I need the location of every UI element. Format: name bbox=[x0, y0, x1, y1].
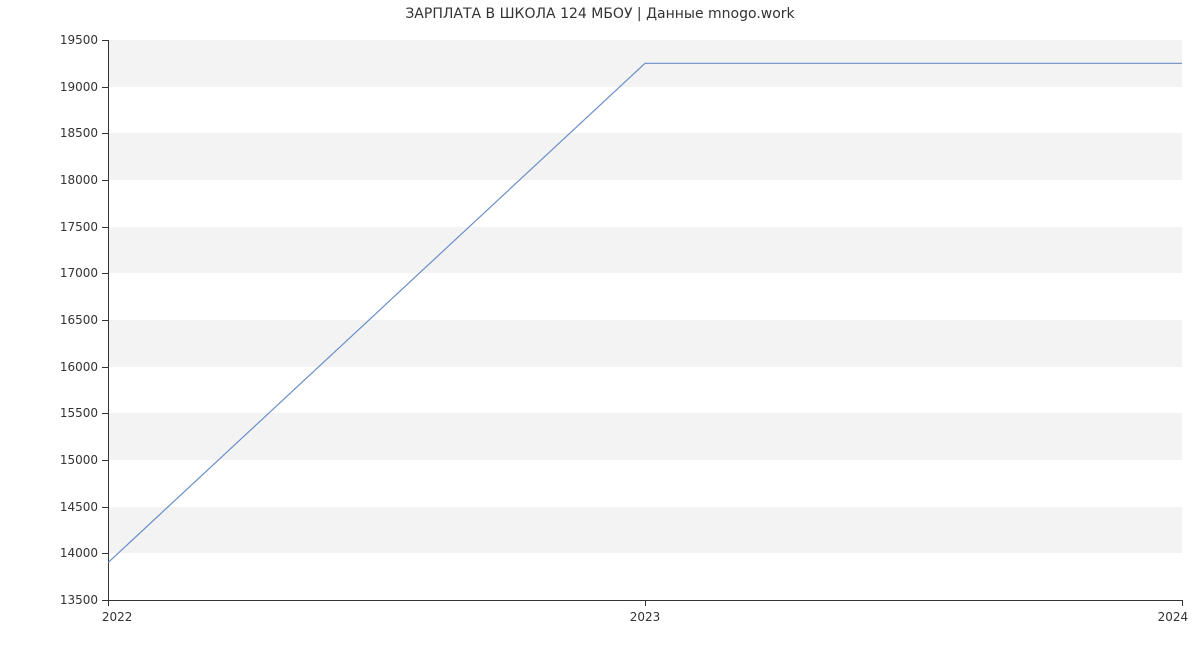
y-tick-label: 16500 bbox=[54, 313, 98, 327]
y-tick-label: 16000 bbox=[54, 360, 98, 374]
x-tick bbox=[1182, 600, 1183, 606]
y-tick-label: 18500 bbox=[54, 126, 98, 140]
y-tick-label: 17500 bbox=[54, 220, 98, 234]
y-tick-label: 13500 bbox=[54, 593, 98, 607]
x-axis-line bbox=[108, 600, 1182, 601]
y-tick-label: 18000 bbox=[54, 173, 98, 187]
y-tick-label: 15000 bbox=[54, 453, 98, 467]
series-line-salary bbox=[108, 63, 1182, 562]
y-tick-label: 14500 bbox=[54, 500, 98, 514]
chart-container: ЗАРПЛАТА В ШКОЛА 124 МБОУ | Данные mnogo… bbox=[0, 0, 1200, 650]
x-tick-label: 2024 bbox=[1158, 610, 1189, 624]
y-tick-label: 19000 bbox=[54, 80, 98, 94]
x-tick-label: 2022 bbox=[102, 610, 133, 624]
y-tick-label: 17000 bbox=[54, 266, 98, 280]
y-tick-label: 14000 bbox=[54, 546, 98, 560]
chart-title: ЗАРПЛАТА В ШКОЛА 124 МБОУ | Данные mnogo… bbox=[0, 6, 1200, 22]
x-tick-label: 2023 bbox=[630, 610, 661, 624]
y-tick-label: 19500 bbox=[54, 33, 98, 47]
y-tick-label: 15500 bbox=[54, 406, 98, 420]
plot-area: 1350014000145001500015500160001650017000… bbox=[108, 40, 1182, 600]
line-layer bbox=[108, 40, 1182, 600]
